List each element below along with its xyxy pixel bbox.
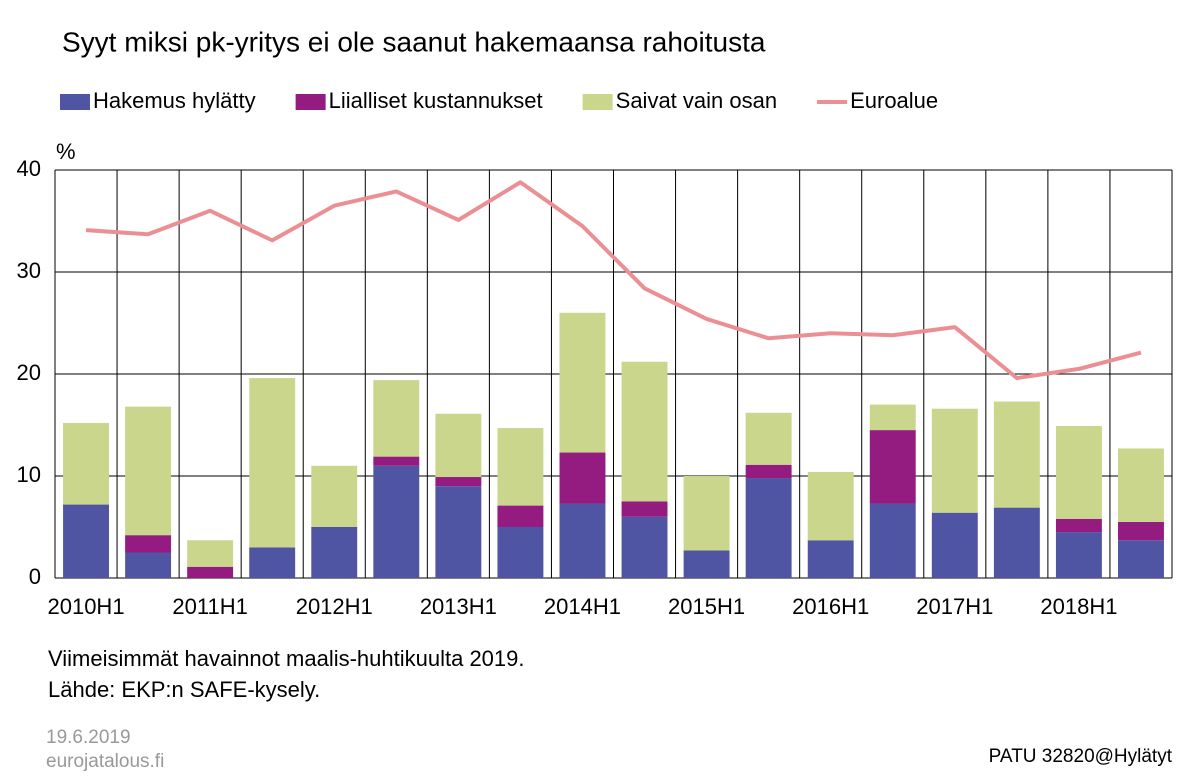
bar (1055, 518, 1102, 533)
legend-swatch (60, 94, 90, 110)
bar (373, 380, 420, 457)
x-tick-label: 2014H1 (544, 594, 621, 619)
bar (1118, 448, 1164, 522)
bar (621, 361, 668, 502)
x-tick-label: 2010H1 (47, 594, 124, 619)
bar (745, 478, 792, 578)
bar (1118, 521, 1164, 541)
date: 19.6.2019 (46, 727, 131, 748)
bar (63, 504, 109, 578)
bar (807, 471, 854, 541)
x-tick-label: 2011H1 (172, 594, 247, 619)
x-tick-label: 2016H1 (792, 594, 869, 619)
bar (125, 535, 172, 553)
bar (187, 540, 234, 567)
code: PATU 32820@Hylätyt (989, 746, 1173, 767)
bar (683, 550, 730, 578)
bar (125, 406, 172, 536)
x-tick-label: 2018H1 (1040, 594, 1117, 619)
bar (1118, 540, 1164, 578)
bar (621, 501, 668, 517)
bar (435, 486, 482, 578)
bar (125, 552, 172, 578)
bar (931, 512, 978, 578)
bar (187, 566, 234, 578)
bar (311, 527, 358, 578)
chart-title: Syyt miksi pk-yritys ei ole saanut hakem… (62, 26, 766, 57)
bar (869, 404, 916, 431)
bar (497, 428, 544, 506)
bar (63, 422, 109, 505)
bar (683, 476, 730, 551)
y-tick-label: 0 (29, 564, 41, 589)
bar (497, 527, 544, 578)
y-tick-label: 30 (17, 258, 41, 283)
bar (931, 408, 978, 513)
site: eurojatalous.fi (46, 751, 164, 772)
bar (869, 503, 916, 578)
legend-label: Saivat vain osan (616, 88, 777, 113)
legend-swatch (582, 94, 613, 110)
bar (435, 413, 482, 478)
bar (807, 540, 854, 578)
note: Lähde: EKP:n SAFE-kysely. (48, 677, 320, 702)
x-tick-label: 2012H1 (296, 594, 373, 619)
bar (1055, 532, 1102, 578)
x-tick-label: 2013H1 (420, 594, 497, 619)
legend-swatch (295, 94, 326, 110)
bar (559, 503, 606, 578)
bar (373, 456, 420, 466)
bar (993, 401, 1040, 508)
bar (745, 464, 792, 479)
y-unit: % (56, 139, 76, 164)
legend-label: Liialliset kustannukset (329, 88, 543, 113)
y-tick-label: 40 (17, 156, 41, 181)
note: Viimeisimmät havainnot maalis-huhtikuult… (48, 646, 525, 671)
bar (559, 312, 606, 453)
bar (311, 465, 358, 527)
bar (249, 547, 296, 578)
bar (249, 378, 296, 548)
x-tick-label: 2017H1 (916, 594, 993, 619)
x-tick-label: 2015H1 (668, 594, 745, 619)
line (85, 180, 1142, 381)
bar (745, 412, 792, 465)
bar (373, 465, 420, 578)
bar (869, 430, 916, 504)
y-tick-label: 10 (17, 462, 41, 487)
bar (559, 452, 606, 504)
legend-label: Euroalue (850, 88, 938, 113)
bar (497, 505, 544, 527)
bar (993, 507, 1040, 578)
bar (621, 516, 668, 578)
y-tick-label: 20 (17, 360, 41, 385)
bar (435, 477, 482, 487)
bar (1055, 426, 1102, 519)
legend-label: Hakemus hylätty (93, 88, 256, 113)
